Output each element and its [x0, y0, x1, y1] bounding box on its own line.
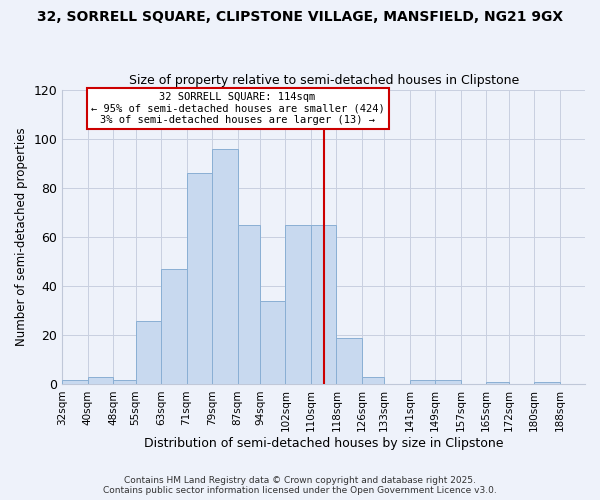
Bar	[238, 224, 260, 384]
Bar	[337, 338, 362, 384]
Bar	[88, 377, 113, 384]
Text: 32 SORRELL SQUARE: 114sqm
← 95% of semi-detached houses are smaller (424)
3% of : 32 SORRELL SQUARE: 114sqm ← 95% of semi-…	[91, 92, 385, 125]
Bar	[62, 380, 88, 384]
Bar	[410, 380, 435, 384]
Bar	[435, 380, 461, 384]
Bar	[161, 269, 187, 384]
Bar	[534, 382, 560, 384]
Bar	[362, 377, 384, 384]
Text: Contains HM Land Registry data © Crown copyright and database right 2025.
Contai: Contains HM Land Registry data © Crown c…	[103, 476, 497, 495]
Bar	[311, 224, 337, 384]
Title: Size of property relative to semi-detached houses in Clipstone: Size of property relative to semi-detach…	[128, 74, 519, 87]
Y-axis label: Number of semi-detached properties: Number of semi-detached properties	[15, 128, 28, 346]
Bar	[260, 301, 286, 384]
Bar	[187, 173, 212, 384]
Text: 32, SORRELL SQUARE, CLIPSTONE VILLAGE, MANSFIELD, NG21 9GX: 32, SORRELL SQUARE, CLIPSTONE VILLAGE, M…	[37, 10, 563, 24]
Bar	[113, 380, 136, 384]
Bar	[212, 148, 238, 384]
Bar	[286, 224, 311, 384]
Bar	[136, 320, 161, 384]
Bar	[486, 382, 509, 384]
X-axis label: Distribution of semi-detached houses by size in Clipstone: Distribution of semi-detached houses by …	[144, 437, 503, 450]
